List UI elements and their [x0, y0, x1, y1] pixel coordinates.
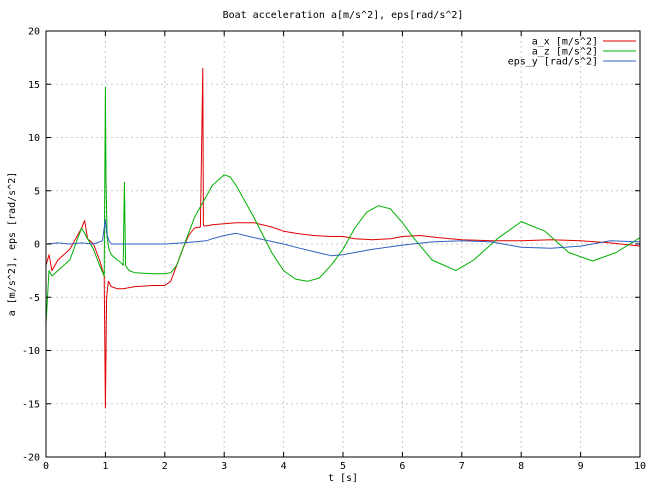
x-tick-label: 10 [634, 461, 646, 472]
series-line-2 [45, 86, 641, 324]
legend-label-2: a_z [m/s^2] [532, 47, 598, 58]
x-tick-label: 0 [43, 461, 49, 472]
y-tick-label: -15 [22, 399, 40, 410]
gridlines [46, 31, 640, 457]
x-tick-label: 4 [281, 461, 287, 472]
legend: a_x [m/s^2]a_z [m/s^2]eps_y [rad/s^2] [508, 37, 636, 68]
y-tick-label: -20 [22, 453, 40, 464]
legend-label-1: a_x [m/s^2] [532, 37, 598, 48]
x-tick-label: 8 [518, 461, 524, 472]
y-tick-label: 15 [28, 80, 40, 91]
chart-title: Boat acceleration a[m/s^2], eps[rad/s^2] [223, 10, 464, 21]
data-series [45, 67, 641, 409]
series-line-3 [45, 219, 641, 257]
y-tick-label: -10 [22, 346, 40, 357]
y-tick-label: 20 [28, 27, 40, 38]
x-tick-label: 7 [459, 461, 465, 472]
x-tick-label: 6 [399, 461, 405, 472]
y-axis-title: a [m/s^2], eps [rad/s^2] [7, 172, 18, 317]
axis-ticks: 0 1 2 3 4 5 6 7 8 9 10 -20 -15 -10 -5 0 5 10 15 20 [22, 27, 646, 473]
x-tick-label: 5 [340, 461, 346, 472]
x-axis-title: t [s] [328, 473, 358, 484]
x-tick-label: 1 [102, 461, 108, 472]
legend-label-3: eps_y [rad/s^2] [508, 57, 598, 68]
x-tick-label: 3 [221, 461, 227, 472]
y-tick-label: 0 [34, 240, 40, 251]
y-tick-label: 10 [28, 133, 40, 144]
y-tick-label: 5 [34, 186, 40, 197]
y-tick-label: -5 [28, 293, 40, 304]
x-tick-label: 2 [162, 461, 168, 472]
x-tick-label: 9 [578, 461, 584, 472]
